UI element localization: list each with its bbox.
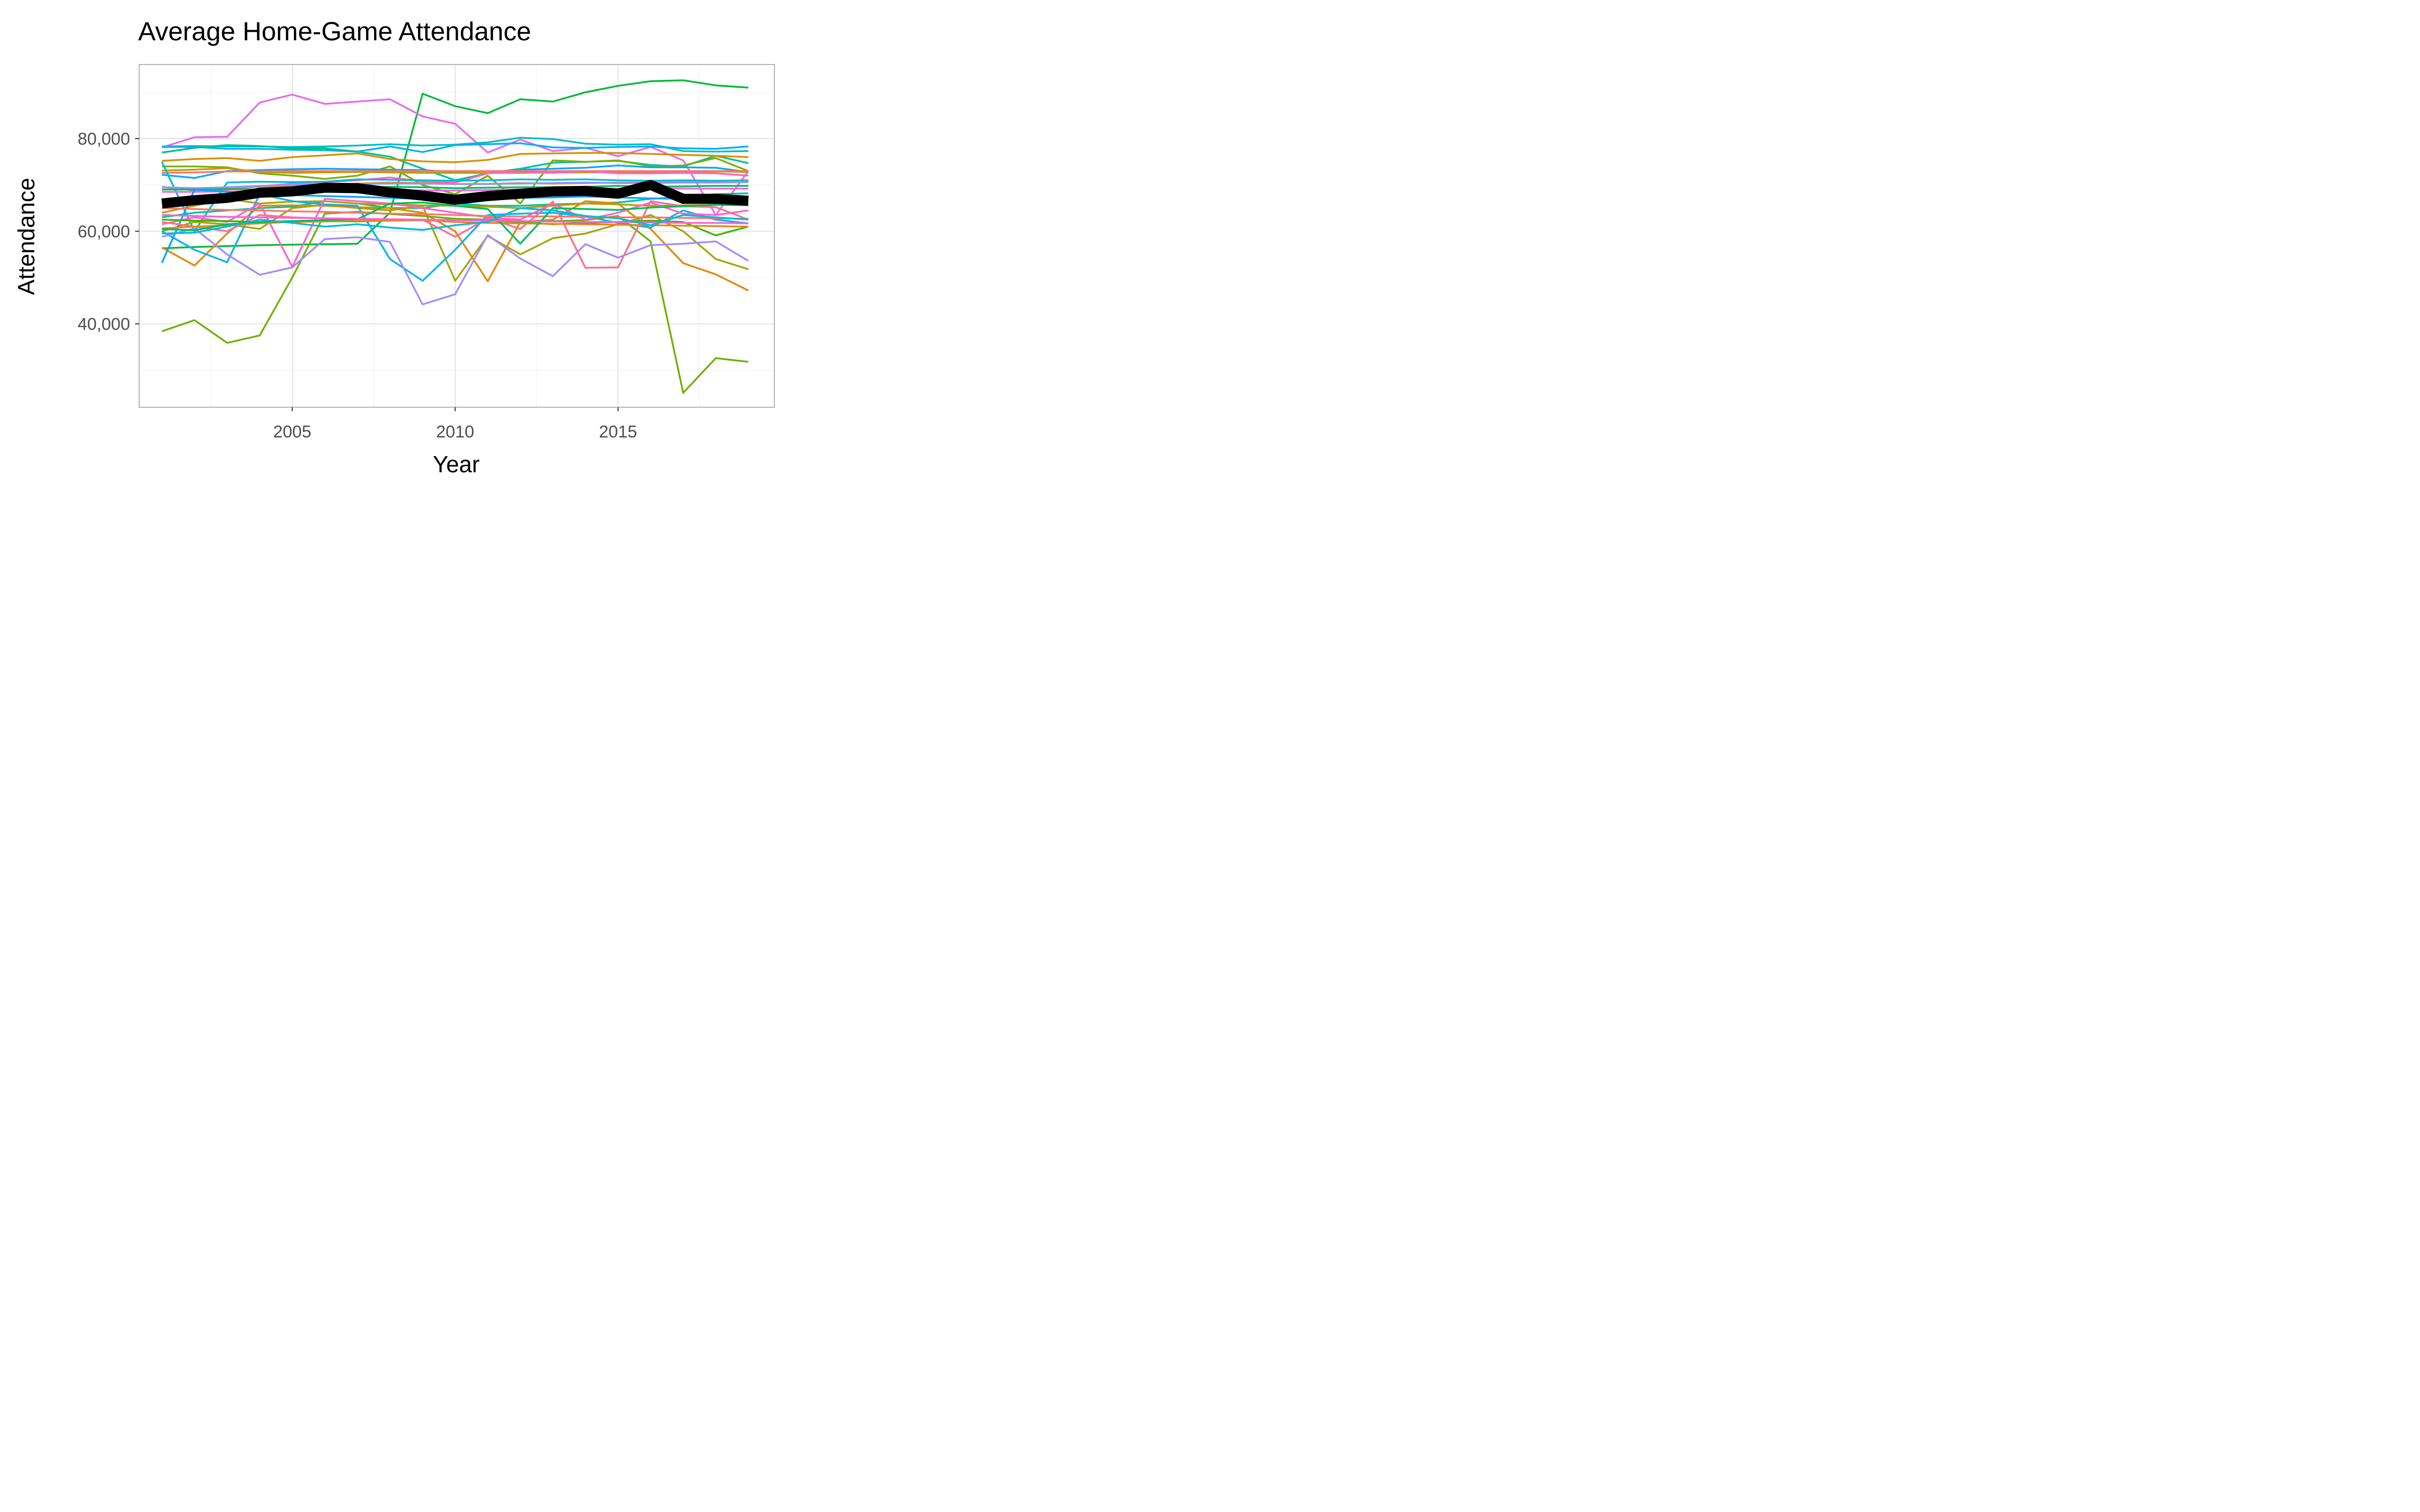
x-tick-label: 2005 (273, 422, 312, 442)
series-line-30 (162, 202, 749, 245)
x-tick-label: 2010 (436, 422, 474, 442)
series-line-1 (162, 79, 749, 249)
line-chart: Average Home-Game Attendance 2005 2010 201… (13, 17, 775, 477)
series-line-4 (162, 142, 749, 153)
series-line-8 (162, 164, 749, 179)
series-line-20 (161, 200, 749, 291)
y-tick-label: 40,000 (78, 315, 130, 334)
series-line-7 (162, 157, 749, 205)
plot-panel-border (139, 64, 775, 408)
x-tick-label: 2015 (599, 422, 637, 442)
series-line-26 (161, 200, 749, 269)
average-line (161, 179, 749, 209)
y-tick-label: 80,000 (78, 130, 130, 149)
series-line-10 (162, 170, 749, 174)
chart-title: Average Home-Game Attendance (138, 17, 531, 46)
series-line-32 (162, 207, 749, 235)
series-line-19 (161, 204, 749, 282)
x-axis-title: Year (433, 451, 480, 477)
x-axis-ticks: 2005 2010 2015 (273, 407, 637, 442)
series-line-22 (161, 211, 749, 394)
series-line-27 (162, 207, 749, 220)
average-line-group (161, 179, 749, 209)
series-line-6 (162, 152, 749, 163)
series-line-23 (161, 227, 749, 305)
series-line-31 (162, 214, 749, 224)
y-axis-title: Attendance (13, 178, 39, 295)
y-axis-ticks: 40,000 60,000 80,000 (78, 130, 139, 334)
y-tick-label: 60,000 (78, 222, 130, 241)
